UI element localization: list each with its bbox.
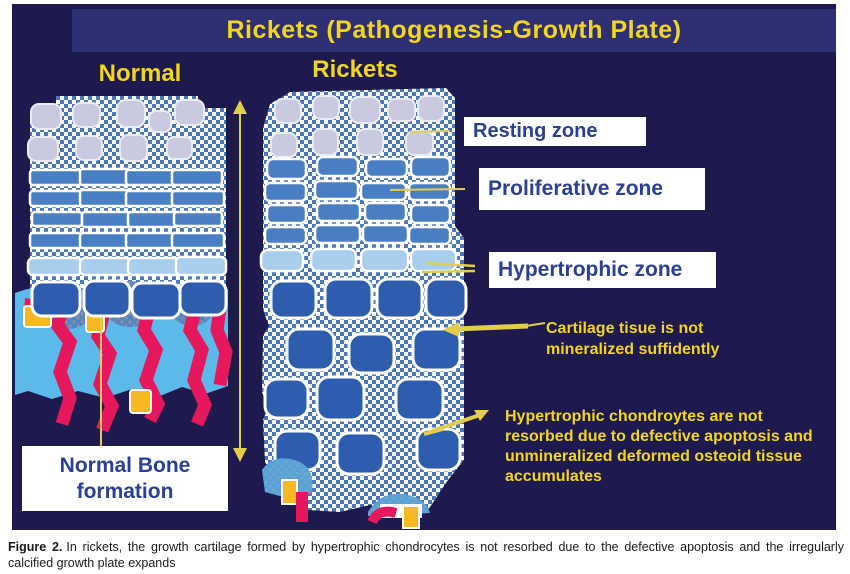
annotation-cartilage-line1: Cartilage tisue is not (546, 320, 704, 337)
annotation-chondrocytes-line3: unmineralized deformed osteoid tissue (505, 448, 802, 465)
bone-box-line2: formation (76, 480, 174, 503)
bone-box-line1: Normal Bone (59, 454, 191, 477)
annotation-chondrocytes: Hypertrophic chondroytes are not resorbe… (505, 407, 813, 487)
cartilage-annotation-arrow (443, 322, 546, 337)
zone-leader-lines (389, 130, 476, 274)
annotation-chondrocytes-line4: accumulates (505, 468, 602, 485)
annotation-chondrocytes-line2: resorbed due to defective apoptosis and (505, 428, 813, 445)
annotation-cartilage-line2: mineralized suffidently (546, 341, 720, 358)
normal-panel-label: Normal (98, 60, 182, 87)
figure-caption-text: In rickets, the growth cartilage formed … (8, 540, 844, 570)
rickets-panel-label: Rickets (312, 56, 398, 83)
figure-caption: Figure 2. In rickets, the growth cartilag… (8, 539, 844, 571)
rickets-growth-plate-illustration (259, 88, 468, 529)
expansion-measure-arrow (233, 100, 247, 462)
chondrocyte-annotation-arrow (423, 410, 489, 436)
annotation-cartilage: Cartilage tisue is not mineralized suffi… (546, 318, 719, 360)
slide-title-bar: Rickets (Pathogenesis-Growth Plate) (72, 9, 836, 52)
normal-growth-plate-illustration (15, 96, 233, 446)
zone-label-resting: Resting zone (464, 117, 646, 146)
annotation-chondrocytes-line1: Hypertrophic chondroytes are not (505, 408, 763, 425)
zone-label-hypertrophic-text: Hypertrophic zone (498, 258, 683, 281)
zone-label-hypertrophic: Hypertrophic zone (489, 252, 716, 288)
zone-label-resting-text: Resting zone (473, 120, 598, 142)
zone-label-proliferative-text: Proliferative zone (488, 177, 664, 200)
zone-label-proliferative: Proliferative zone (479, 168, 705, 210)
slide-title: Rickets (Pathogenesis-Growth Plate) (226, 16, 682, 44)
slide-background: Rickets (Pathogenesis-Growth Plate) Norm… (12, 4, 836, 530)
normal-bone-formation-box: Normal Bone formation (22, 446, 228, 511)
figure-caption-label: Figure 2. (8, 540, 63, 554)
